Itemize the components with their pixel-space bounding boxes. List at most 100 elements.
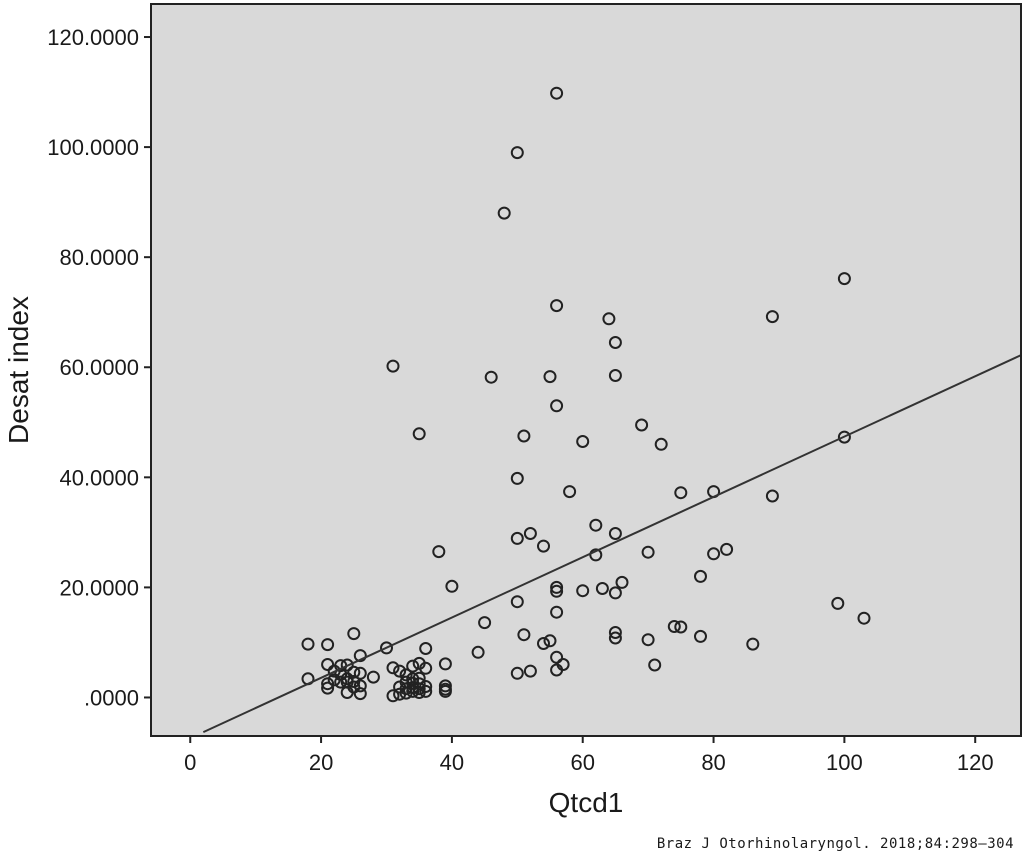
data-point	[765, 310, 779, 324]
data-point	[353, 679, 367, 693]
data-point	[608, 626, 622, 639]
x-axis-title: Qtcd1	[549, 787, 624, 818]
data-point	[694, 629, 707, 643]
data-point	[589, 518, 603, 532]
data-point	[707, 547, 721, 561]
data-point	[667, 620, 681, 633]
x-tick-label: 100	[826, 750, 863, 775]
y-axis: .0000 20.0000 40.0000 60.0000 80.0000 100.000…	[47, 25, 151, 710]
data-point	[857, 611, 871, 625]
data-point	[353, 666, 367, 680]
data-point	[550, 86, 564, 100]
data-point	[523, 664, 537, 678]
data-point	[615, 575, 629, 589]
data-point	[550, 605, 564, 619]
x-axis: 0 20 40 60 80 100 120	[184, 736, 994, 775]
plot-area	[151, 4, 1021, 736]
data-point	[406, 684, 420, 698]
data-point	[432, 545, 446, 559]
data-point	[550, 650, 564, 664]
data-point	[837, 272, 851, 286]
data-point	[419, 680, 433, 693]
data-point	[589, 548, 603, 562]
source-citation: Braz J Otorhinolaryngol. 2018;84:298–304	[656, 836, 1014, 852]
data-point	[543, 634, 557, 648]
data-points	[301, 86, 871, 703]
data-point	[412, 682, 426, 696]
data-point	[412, 677, 426, 691]
y-tick-label: 100.0000	[47, 135, 139, 160]
y-tick-label: .0000	[84, 685, 139, 710]
data-point	[576, 435, 590, 448]
data-point	[419, 661, 433, 675]
data-point	[510, 666, 524, 680]
data-point	[641, 633, 655, 647]
data-point	[399, 668, 413, 682]
x-tick-label: 80	[701, 750, 725, 775]
data-point	[831, 596, 845, 610]
data-point	[419, 642, 433, 655]
data-point	[550, 580, 564, 594]
data-point	[321, 681, 335, 695]
data-point	[602, 312, 616, 326]
data-point	[386, 661, 400, 675]
data-point	[550, 299, 564, 313]
data-point	[746, 637, 760, 651]
y-tick-label: 60.0000	[59, 355, 139, 380]
x-tick-label: 20	[309, 750, 333, 775]
data-point	[576, 584, 590, 598]
data-point	[380, 641, 393, 655]
y-tick-label: 80.0000	[59, 245, 139, 270]
regression-line	[202, 354, 1021, 734]
data-point	[595, 582, 609, 595]
plot-frame	[150, 3, 1022, 737]
data-point	[765, 489, 779, 503]
y-tick-label: 20.0000	[59, 575, 139, 600]
data-point	[366, 670, 380, 684]
data-point	[393, 664, 407, 678]
data-point	[471, 645, 485, 659]
data-point	[321, 638, 335, 652]
x-tick-label: 120	[957, 750, 994, 775]
data-point	[510, 595, 524, 609]
data-point	[386, 359, 400, 373]
data-point	[419, 684, 433, 698]
data-point	[484, 370, 498, 384]
data-point	[837, 430, 851, 444]
data-point	[353, 649, 367, 663]
y-tick-label: 40.0000	[59, 465, 139, 490]
data-point	[674, 620, 688, 634]
data-point	[550, 584, 564, 598]
data-point	[347, 627, 361, 641]
data-point	[608, 336, 622, 349]
data-point	[517, 429, 531, 443]
data-point	[694, 569, 707, 583]
data-point	[321, 658, 335, 671]
data-point	[438, 684, 452, 698]
data-point	[406, 659, 420, 673]
data-point	[608, 631, 622, 645]
data-point	[445, 579, 459, 593]
data-point	[510, 471, 524, 485]
data-point	[543, 370, 557, 384]
data-point	[334, 675, 348, 689]
data-point	[438, 657, 452, 671]
data-point	[608, 369, 622, 382]
data-point	[635, 418, 649, 432]
data-point	[654, 437, 668, 451]
data-point	[608, 586, 622, 600]
data-point	[556, 658, 570, 671]
data-point	[340, 658, 354, 672]
data-point	[478, 616, 492, 630]
data-point	[550, 399, 564, 413]
y-tick-label: 120.0000	[47, 25, 139, 50]
x-tick-label: 0	[184, 750, 196, 775]
data-point	[347, 665, 361, 679]
data-point	[537, 637, 550, 650]
data-point	[563, 485, 577, 499]
data-point	[608, 527, 622, 540]
x-tick-label: 60	[570, 750, 594, 775]
data-point	[510, 146, 524, 160]
data-point	[648, 658, 662, 672]
